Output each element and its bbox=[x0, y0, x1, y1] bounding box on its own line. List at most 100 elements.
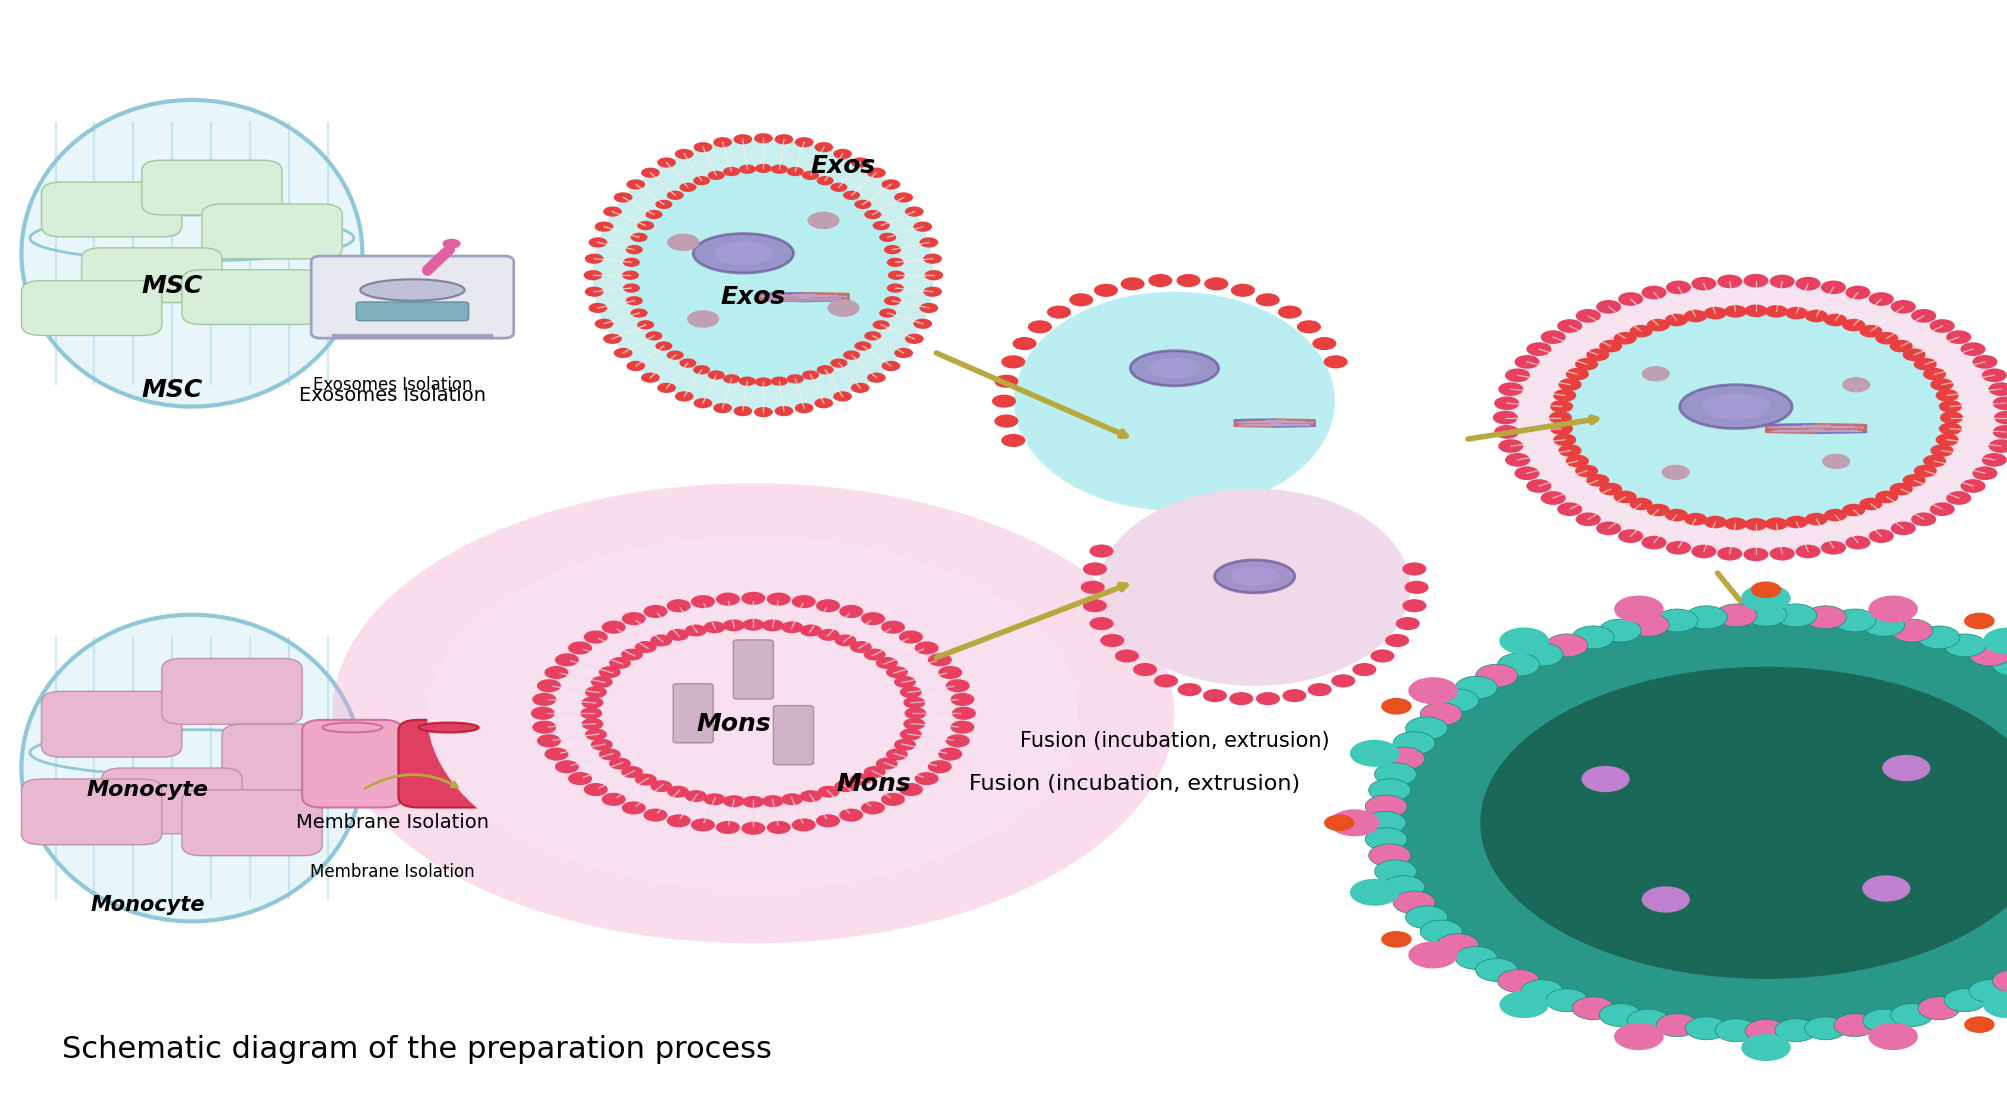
Circle shape bbox=[899, 728, 921, 740]
Circle shape bbox=[801, 370, 819, 380]
Circle shape bbox=[817, 786, 839, 797]
Circle shape bbox=[1969, 979, 2007, 1002]
Circle shape bbox=[1646, 504, 1670, 516]
Circle shape bbox=[602, 206, 622, 216]
Circle shape bbox=[584, 287, 604, 296]
Circle shape bbox=[1744, 518, 1766, 530]
Circle shape bbox=[1614, 491, 1636, 503]
Circle shape bbox=[1553, 389, 1575, 402]
Circle shape bbox=[851, 383, 869, 393]
Circle shape bbox=[1640, 285, 1666, 300]
Circle shape bbox=[1917, 626, 1959, 649]
Circle shape bbox=[1862, 614, 1905, 637]
Circle shape bbox=[1497, 439, 1523, 452]
Circle shape bbox=[584, 270, 602, 280]
Circle shape bbox=[1744, 304, 1766, 317]
Circle shape bbox=[1684, 1017, 1726, 1040]
Circle shape bbox=[893, 348, 913, 358]
Circle shape bbox=[1971, 467, 1997, 480]
Circle shape bbox=[584, 630, 608, 643]
Circle shape bbox=[861, 802, 885, 815]
Circle shape bbox=[815, 815, 839, 828]
Circle shape bbox=[656, 383, 676, 393]
Circle shape bbox=[1491, 411, 1517, 425]
Circle shape bbox=[602, 334, 622, 344]
Circle shape bbox=[1254, 293, 1278, 306]
Circle shape bbox=[678, 182, 696, 192]
Circle shape bbox=[614, 348, 632, 358]
Circle shape bbox=[1596, 300, 1620, 314]
Circle shape bbox=[1991, 970, 2007, 993]
Circle shape bbox=[626, 361, 644, 371]
Circle shape bbox=[594, 318, 612, 329]
Circle shape bbox=[1656, 609, 1698, 632]
Circle shape bbox=[622, 802, 646, 815]
Circle shape bbox=[1923, 455, 1945, 468]
Circle shape bbox=[1557, 445, 1582, 457]
Circle shape bbox=[1114, 649, 1138, 662]
Circle shape bbox=[1082, 600, 1106, 613]
Circle shape bbox=[598, 749, 620, 761]
Circle shape bbox=[993, 374, 1018, 388]
Circle shape bbox=[1768, 274, 1794, 289]
Circle shape bbox=[1549, 400, 1571, 413]
Circle shape bbox=[1724, 305, 1746, 317]
Circle shape bbox=[1403, 581, 1427, 594]
Circle shape bbox=[843, 191, 859, 200]
Ellipse shape bbox=[417, 722, 478, 732]
Circle shape bbox=[791, 595, 815, 608]
Circle shape bbox=[666, 350, 684, 360]
Circle shape bbox=[640, 168, 660, 178]
Circle shape bbox=[1385, 615, 2007, 1031]
Circle shape bbox=[666, 600, 690, 613]
Circle shape bbox=[666, 234, 698, 251]
Circle shape bbox=[1844, 285, 1869, 300]
Circle shape bbox=[1993, 411, 2007, 425]
Circle shape bbox=[923, 270, 943, 280]
Ellipse shape bbox=[712, 242, 773, 265]
Circle shape bbox=[1547, 412, 1571, 424]
Circle shape bbox=[743, 796, 765, 808]
Circle shape bbox=[1369, 778, 1411, 802]
Ellipse shape bbox=[692, 234, 793, 273]
Circle shape bbox=[712, 403, 733, 413]
Circle shape bbox=[1575, 513, 1600, 526]
Circle shape bbox=[1891, 300, 1915, 314]
Circle shape bbox=[1573, 464, 1598, 478]
Circle shape bbox=[1666, 541, 1690, 554]
FancyBboxPatch shape bbox=[183, 789, 321, 855]
Circle shape bbox=[1351, 663, 1375, 676]
Circle shape bbox=[1969, 643, 2007, 665]
Circle shape bbox=[893, 192, 913, 202]
Circle shape bbox=[1702, 516, 1726, 528]
Circle shape bbox=[881, 793, 905, 806]
Circle shape bbox=[875, 657, 897, 669]
Circle shape bbox=[1618, 529, 1642, 544]
Circle shape bbox=[626, 245, 642, 255]
Circle shape bbox=[1365, 795, 1407, 818]
Circle shape bbox=[1911, 513, 1935, 526]
Circle shape bbox=[863, 766, 885, 778]
Circle shape bbox=[1891, 619, 1933, 642]
Circle shape bbox=[666, 629, 688, 641]
Circle shape bbox=[755, 164, 771, 173]
Circle shape bbox=[1684, 310, 1706, 323]
Circle shape bbox=[945, 735, 969, 748]
Circle shape bbox=[1840, 318, 1865, 332]
Circle shape bbox=[885, 666, 907, 679]
Circle shape bbox=[1307, 683, 1331, 696]
Circle shape bbox=[723, 795, 745, 807]
Circle shape bbox=[951, 707, 975, 720]
Circle shape bbox=[1764, 517, 1786, 530]
Ellipse shape bbox=[22, 100, 361, 406]
Circle shape bbox=[630, 233, 648, 242]
Circle shape bbox=[1664, 508, 1688, 522]
Circle shape bbox=[771, 377, 787, 385]
Circle shape bbox=[1820, 453, 1848, 469]
Circle shape bbox=[650, 781, 672, 792]
Circle shape bbox=[1068, 293, 1092, 306]
Circle shape bbox=[1740, 1034, 1790, 1061]
Circle shape bbox=[1565, 455, 1588, 468]
Circle shape bbox=[642, 605, 666, 618]
Circle shape bbox=[1497, 970, 1539, 993]
